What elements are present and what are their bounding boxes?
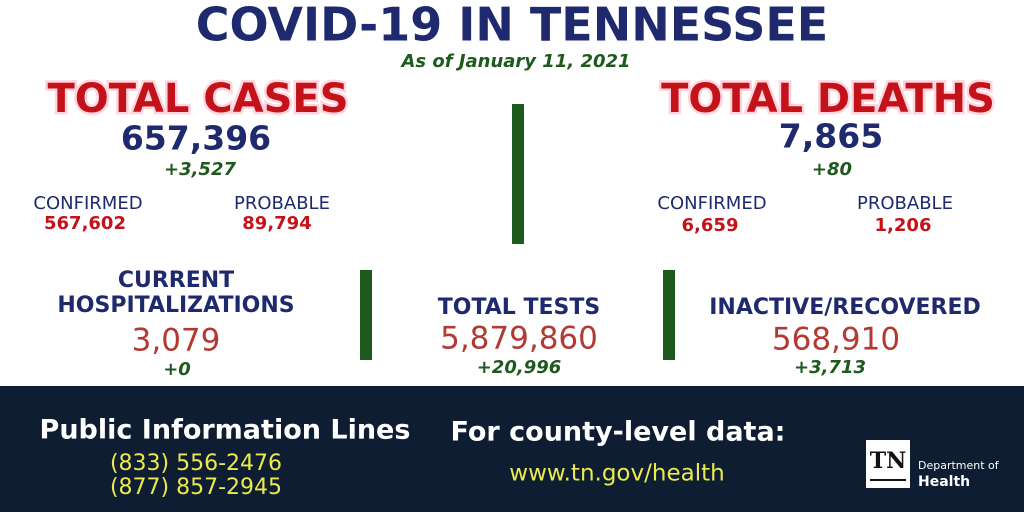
deaths-confirmed: 6,659 [682, 215, 739, 236]
cases-total: 657,396 [121, 119, 271, 158]
phone: (877) 857-2945 [110, 475, 282, 500]
divider [663, 270, 675, 360]
cases-change: +3,527 [164, 159, 236, 180]
county-title: For county-level data: [451, 417, 786, 448]
recovered-change: +3,713 [794, 357, 866, 378]
cases-probable: 89,794 [242, 213, 311, 234]
cases-confirmed-label: CONFIRMED [33, 193, 142, 214]
hosp-label-2: HOSPITALIZATIONS [57, 293, 294, 318]
deaths-probable-label: PROBABLE [857, 193, 953, 214]
deaths-total: 7,865 [779, 117, 883, 156]
deaths-confirmed-label: CONFIRMED [657, 193, 766, 214]
logo-line2: Health [918, 474, 970, 490]
tests-change: +20,996 [477, 357, 562, 378]
divider [360, 270, 372, 360]
info-title: Public Information Lines [40, 415, 411, 446]
deaths-change: +80 [812, 159, 852, 180]
logo-mark: TN [870, 448, 906, 474]
logo-line1: Department of [918, 459, 1000, 472]
url[interactable]: www.tn.gov/health [509, 461, 724, 487]
subtitle: As of January 11, 2021 [399, 51, 630, 72]
hosp-label-1: CURRENT [118, 268, 234, 293]
title: COVID-19 IN TENNESSEE [196, 0, 828, 52]
recovered-label: INACTIVE/RECOVERED [709, 295, 981, 320]
phone: (833) 556-2476 [110, 451, 282, 476]
footer [0, 386, 1024, 512]
tests-total: 5,879,860 [440, 321, 598, 357]
divider [512, 104, 524, 244]
recovered-total: 568,910 [772, 322, 900, 358]
deaths-probable: 1,206 [875, 215, 932, 236]
tests-label: TOTAL TESTS [438, 295, 600, 320]
hosp-change: +0 [163, 359, 191, 380]
cases-confirmed: 567,602 [44, 213, 126, 234]
hosp-total: 3,079 [132, 323, 221, 359]
deaths-label: TOTAL DEATHS [661, 76, 995, 122]
cases-label: TOTAL CASES [47, 76, 348, 122]
cases-probable-label: PROBABLE [234, 193, 330, 214]
